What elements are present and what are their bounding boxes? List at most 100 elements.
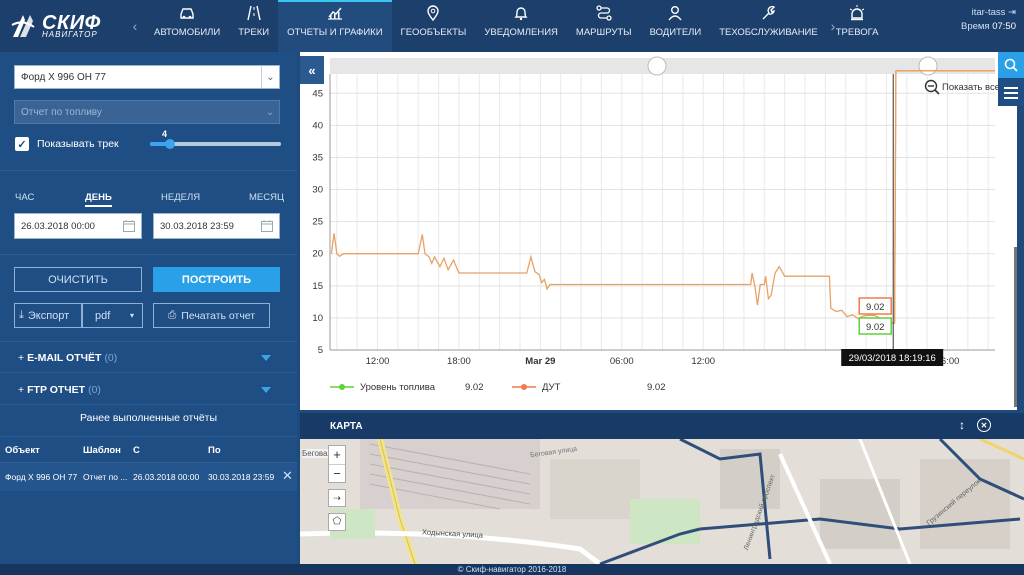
nav-item-alarm[interactable]: ТРЕВОГА xyxy=(827,0,888,52)
x-tick-label: 18:00 xyxy=(447,356,471,367)
x-tick-label: 12:00 xyxy=(691,356,715,367)
period-day-tab[interactable]: ДЕНЬ xyxy=(85,192,112,207)
left-panel: Форд Х 996 ОН 77 ⌄ Отчет по топливу ⌄ ✓ … xyxy=(0,52,297,564)
crosshair-date-label: 29/03/2018 18:19:16 xyxy=(849,353,936,364)
navigator-handle-left[interactable] xyxy=(647,56,667,76)
date-to-input[interactable]: 30.03.2018 23:59 xyxy=(153,213,280,239)
measure-distance-button[interactable]: ⇢ xyxy=(328,489,346,507)
bell-icon xyxy=(514,7,528,21)
plus-icon: + xyxy=(18,351,25,364)
nav-item-label: ГЕООБЪЕКТЫ xyxy=(400,27,467,38)
table-header-to: По xyxy=(208,445,221,456)
logo[interactable]: СКИФ НАВИГАТОР xyxy=(0,0,125,52)
close-map-icon[interactable]: ✕ xyxy=(977,418,991,432)
nav-item-label: ТЕХОБСЛУЖИВАНИЕ xyxy=(719,27,818,38)
dut-value-box xyxy=(858,297,892,315)
track-slider-value: 4 xyxy=(162,129,168,139)
resize-icon[interactable]: ↕ xyxy=(959,418,965,432)
map-view[interactable]: Беговая Ходынская улица Беговая улица Ле… xyxy=(300,439,1024,564)
nav-item-user[interactable]: ВОДИТЕЛИ xyxy=(641,0,711,52)
y-tick-label: 40 xyxy=(312,120,323,131)
navigator-handle-right[interactable] xyxy=(918,56,938,76)
x-tick-label: 12:00 xyxy=(366,356,390,367)
legend-name[interactable]: ДУТ xyxy=(542,382,561,393)
nav-item-pin[interactable]: ГЕООБЪЕКТЫ xyxy=(392,0,476,52)
chart-scrollbar[interactable] xyxy=(1014,247,1017,407)
nav-scroll-right-button[interactable]: › xyxy=(823,0,843,52)
nav-item-wrench[interactable]: ТЕХОБСЛУЖИВАНИЕ xyxy=(710,0,826,52)
fuel-level-value-box xyxy=(858,317,892,335)
ftp-report-label: FTP ОТЧЕТ xyxy=(27,383,86,396)
legend-marker[interactable] xyxy=(339,384,345,390)
zoom-in-button[interactable]: + xyxy=(333,447,341,462)
report-template-placeholder: Отчет по топливу xyxy=(21,106,102,118)
table-header-from: С xyxy=(133,445,140,456)
y-tick-label: 35 xyxy=(312,152,323,163)
email-report-accordion[interactable]: + E-MAIL ОТЧЁТ (0) xyxy=(0,343,297,373)
table-row[interactable] xyxy=(0,463,297,491)
username[interactable]: itar-tass xyxy=(971,7,1006,18)
table-header-object: Объект xyxy=(5,445,40,456)
show-all-button[interactable]: Показать все xyxy=(942,82,1000,93)
calendar-icon[interactable] xyxy=(261,220,273,232)
ruler-icon: ⇢ xyxy=(333,493,341,503)
dut-value-label: 9.02 xyxy=(866,302,885,313)
search-icon xyxy=(1004,58,1018,72)
show-track-checkbox[interactable]: ✓ xyxy=(15,137,29,151)
export-format-select[interactable]: pdf ▾ xyxy=(82,303,143,328)
calendar-icon[interactable] xyxy=(123,220,135,232)
polygon-icon: ⬠ xyxy=(332,516,342,527)
logout-icon[interactable]: ⇥ xyxy=(1008,7,1016,18)
clear-button[interactable]: ОЧИСТИТЬ xyxy=(14,267,142,292)
route-icon xyxy=(596,5,612,21)
period-month-tab[interactable]: МЕСЯЦ xyxy=(249,192,284,203)
vehicle-value: Форд Х 996 ОН 77 xyxy=(21,71,106,83)
legend-marker[interactable] xyxy=(521,384,527,390)
report-template-select[interactable]: Отчет по топливу ⌄ xyxy=(14,100,280,124)
right-tools xyxy=(998,52,1024,106)
logo-brand: СКИФ xyxy=(42,11,101,34)
search-button[interactable] xyxy=(998,52,1024,78)
nav-item-car[interactable]: АВТОМОБИЛИ xyxy=(145,0,229,52)
map-canvas xyxy=(300,439,1024,564)
vehicle-select[interactable]: Форд Х 996 ОН 77 ⌄ xyxy=(14,65,280,89)
period-hour-tab[interactable]: ЧАС xyxy=(15,192,35,203)
email-report-label: E-MAIL ОТЧЁТ xyxy=(27,351,102,364)
nav-item-road[interactable]: ТРЕКИ xyxy=(229,0,278,52)
main-nav: АВТОМОБИЛИ ТРЕКИ ОТЧЕТЫ И ГРАФИКИ ГЕООБЪЕКТ… xyxy=(145,0,887,52)
legend-name[interactable]: Уровень топлива xyxy=(360,382,436,393)
menu-button[interactable] xyxy=(998,80,1024,106)
series-line-fuel-level[interactable] xyxy=(887,70,995,324)
collapse-panel-button[interactable]: « xyxy=(300,56,324,84)
date-from-input[interactable]: 26.03.2018 00:00 xyxy=(14,213,142,239)
zoom-out-icon[interactable] xyxy=(924,79,938,93)
zoom-out-icon-handle xyxy=(934,89,940,95)
y-tick-label: 20 xyxy=(312,249,323,260)
build-button[interactable]: ПОСТРОИТЬ xyxy=(153,267,280,292)
road-icon xyxy=(246,5,261,21)
track-slider-fill xyxy=(150,142,170,146)
export-button[interactable]: ⤓ Экспорт xyxy=(14,303,82,328)
nav-scroll-left-button[interactable]: ‹ xyxy=(125,0,145,52)
track-slider-handle[interactable] xyxy=(164,139,175,149)
y-tick-label: 5 xyxy=(318,345,323,356)
measure-area-button[interactable]: ⬠ xyxy=(328,513,346,531)
nav-item-route[interactable]: МАРШРУТЫ xyxy=(567,0,641,52)
hamburger-icon xyxy=(1004,87,1018,99)
x-tick-label: Mar 29 xyxy=(525,356,555,367)
export-label: Экспорт xyxy=(27,309,70,322)
nav-item-chart[interactable]: ОТЧЕТЫ И ГРАФИКИ xyxy=(278,0,392,52)
period-week-tab[interactable]: НЕДЕЛЯ xyxy=(161,192,201,203)
nav-item-bell[interactable]: УВЕДОМЛЕНИЯ xyxy=(475,0,567,52)
chart-icon xyxy=(327,7,342,20)
nav-item-label: МАРШРУТЫ xyxy=(575,27,632,38)
series-line-dut[interactable] xyxy=(330,70,995,324)
fuel-chart[interactable]: 5 10 15 20 25 30 35 40 45 12:00 18:00 Mar 29 06:00 12… xyxy=(300,52,1017,410)
chevron-down-icon: ⌄ xyxy=(265,106,275,118)
delete-row-icon[interactable]: ✕ xyxy=(282,468,293,483)
print-report-button[interactable]: ⎙ Печатать отчет xyxy=(153,303,270,328)
ftp-report-accordion[interactable]: + FTP ОТЧЕТ (0) xyxy=(0,375,297,405)
chevron-down-icon: ▾ xyxy=(129,311,134,320)
zoom-out-button[interactable]: − xyxy=(329,464,345,483)
track-slider[interactable] xyxy=(150,139,281,149)
